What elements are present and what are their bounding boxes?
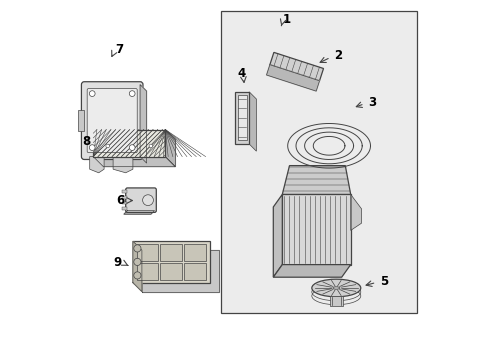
Text: 7: 7 <box>115 43 123 56</box>
Polygon shape <box>142 250 219 292</box>
Bar <box>122 207 127 210</box>
Polygon shape <box>133 241 142 292</box>
Bar <box>237 95 246 140</box>
Polygon shape <box>269 52 323 81</box>
Polygon shape <box>140 85 146 163</box>
Bar <box>133 241 210 283</box>
FancyBboxPatch shape <box>87 89 137 153</box>
Bar <box>136 263 158 280</box>
Text: 9: 9 <box>113 256 122 269</box>
Circle shape <box>149 144 152 148</box>
Bar <box>329 296 342 306</box>
Bar <box>235 92 249 144</box>
Bar <box>160 263 182 280</box>
Polygon shape <box>249 92 256 151</box>
Ellipse shape <box>332 287 339 289</box>
Polygon shape <box>266 65 319 91</box>
Bar <box>122 202 127 204</box>
Polygon shape <box>282 194 350 265</box>
Bar <box>122 190 127 193</box>
Text: 4: 4 <box>237 67 245 80</box>
Bar <box>136 244 158 261</box>
Circle shape <box>89 145 95 150</box>
Circle shape <box>134 272 141 279</box>
Text: 5: 5 <box>379 275 387 288</box>
Circle shape <box>134 245 141 252</box>
Text: 1: 1 <box>282 13 290 26</box>
FancyBboxPatch shape <box>125 188 156 212</box>
Bar <box>93 130 165 157</box>
Circle shape <box>129 91 135 96</box>
Bar <box>184 244 205 261</box>
FancyBboxPatch shape <box>81 82 142 159</box>
Ellipse shape <box>311 279 360 297</box>
Polygon shape <box>123 211 154 214</box>
Circle shape <box>134 258 141 266</box>
Polygon shape <box>78 110 84 131</box>
Text: 6: 6 <box>116 194 124 207</box>
Circle shape <box>142 195 153 206</box>
Circle shape <box>106 144 109 148</box>
Text: 3: 3 <box>367 96 376 109</box>
Polygon shape <box>113 157 133 173</box>
Circle shape <box>89 91 95 96</box>
Polygon shape <box>89 157 104 173</box>
Polygon shape <box>350 194 361 230</box>
Polygon shape <box>93 157 175 167</box>
Polygon shape <box>273 194 282 277</box>
Polygon shape <box>273 265 350 277</box>
Bar <box>221 11 416 313</box>
Bar <box>160 244 182 261</box>
Text: 2: 2 <box>333 49 342 62</box>
Bar <box>122 196 127 199</box>
Polygon shape <box>282 166 350 194</box>
Polygon shape <box>165 130 175 167</box>
Bar <box>184 263 205 280</box>
Text: 8: 8 <box>82 135 90 148</box>
Circle shape <box>129 145 135 150</box>
